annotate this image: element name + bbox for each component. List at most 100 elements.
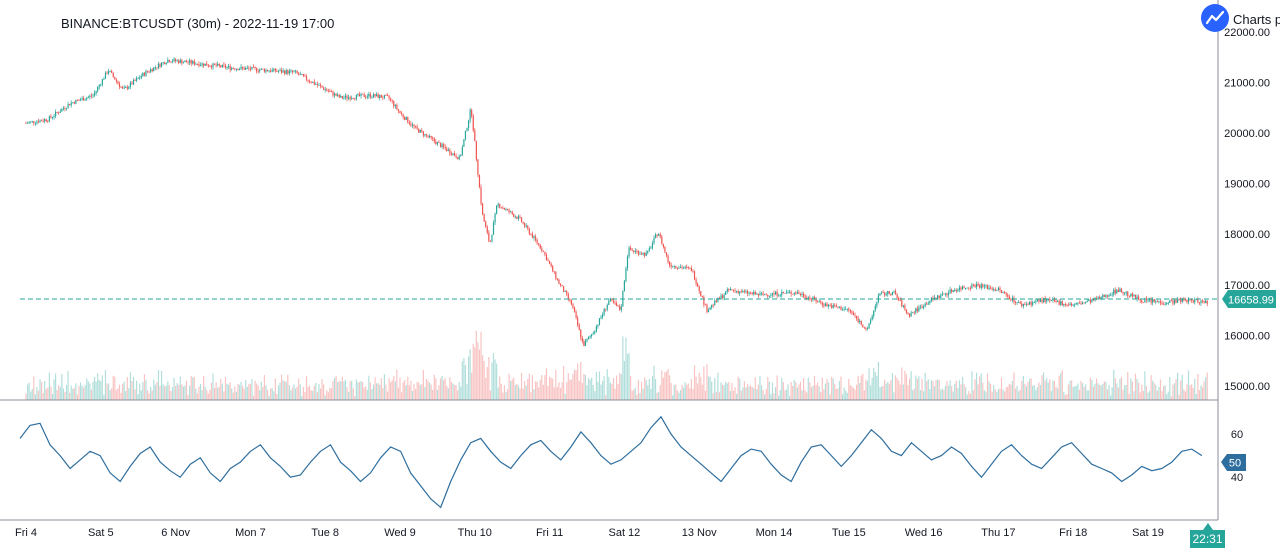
candle-body: [570, 299, 573, 305]
candle-body: [910, 312, 912, 317]
candle-body: [276, 71, 278, 73]
candle-body: [257, 71, 259, 73]
candle-body: [432, 137, 434, 139]
volume-bar: [257, 385, 259, 400]
volume-bar: [1189, 385, 1191, 400]
volume-bar: [715, 392, 717, 400]
candle-body: [809, 297, 811, 299]
candle-body: [329, 91, 331, 93]
volume-bar: [846, 392, 848, 400]
volume-bar: [212, 373, 214, 400]
volume-bar: [393, 376, 395, 400]
volume-bar: [335, 376, 337, 400]
volume-bar: [949, 380, 951, 400]
candle-body: [879, 293, 881, 296]
volume-bar: [678, 392, 680, 400]
volume-bar: [832, 378, 834, 400]
volume-bar: [908, 378, 911, 400]
volume-bar: [302, 386, 304, 400]
volume-bar: [919, 390, 922, 400]
candle-body: [78, 100, 80, 101]
candle-body: [1004, 292, 1006, 293]
candle-body: [40, 120, 43, 122]
candle-body: [344, 95, 347, 98]
candle-body: [971, 284, 973, 289]
candle-body: [517, 216, 520, 219]
candle-body: [486, 226, 488, 233]
volume-bar: [745, 387, 747, 400]
volume-bar: [279, 382, 281, 400]
volume-bar: [1186, 384, 1188, 400]
volume-bar: [45, 389, 47, 400]
candle-body: [309, 80, 311, 82]
candle-body: [709, 307, 711, 310]
candle-body: [1172, 300, 1174, 304]
volume-bar: [79, 382, 82, 400]
trend-line-icon[interactable]: [1201, 4, 1229, 32]
volume-bar: [979, 376, 981, 400]
candle-body: [545, 254, 548, 261]
volume-bar: [658, 391, 660, 400]
volume-bar: [600, 384, 602, 400]
volume-bar: [863, 390, 865, 400]
candle-body: [242, 66, 244, 68]
volume-bar: [472, 343, 474, 400]
candle-body: [25, 123, 27, 124]
candle-body: [774, 291, 777, 295]
price-axis[interactable]: 15000.0016000.0017000.0018000.0019000.00…: [1224, 27, 1270, 393]
volume-bar: [977, 384, 979, 400]
volume-bar: [534, 381, 537, 400]
volume-bar: [354, 396, 356, 400]
candle-body: [122, 87, 124, 89]
candle-body: [1063, 304, 1065, 306]
volume-bar: [1010, 384, 1012, 400]
candle-body: [608, 300, 610, 305]
candle-body: [810, 298, 812, 300]
volume-bar: [639, 392, 641, 400]
candle-body: [196, 63, 199, 65]
volume-bar: [792, 386, 794, 400]
candle-body: [760, 293, 763, 295]
candle-body: [51, 117, 54, 118]
volume-bar: [628, 352, 630, 400]
volume-bar: [1075, 385, 1077, 400]
volume-bar: [143, 374, 146, 400]
candle-body: [527, 225, 529, 229]
candle-body: [882, 292, 884, 294]
volume-bar: [771, 382, 774, 400]
volume-bar: [1201, 387, 1204, 400]
candle-body: [742, 290, 744, 293]
candle-body: [1139, 299, 1141, 301]
volume-bar: [31, 388, 33, 400]
candle-body: [332, 91, 334, 96]
candle-body: [734, 290, 736, 292]
volume-bar: [201, 390, 203, 400]
volume-bar: [737, 376, 739, 400]
candle-body: [62, 108, 64, 110]
candle-body: [262, 68, 264, 70]
candle-body: [173, 58, 175, 62]
candle-body: [1192, 300, 1194, 303]
volume-bar: [965, 387, 967, 400]
candle-body: [860, 320, 862, 325]
volume-bar: [963, 384, 965, 400]
candle-body: [587, 336, 590, 340]
candle-body: [89, 95, 91, 97]
volume-bar: [338, 381, 340, 400]
volume-bar: [664, 372, 666, 400]
candle-body: [293, 71, 295, 73]
candle-body: [1030, 302, 1032, 305]
volume-bar: [176, 383, 178, 400]
candle-body: [756, 293, 758, 295]
volume-bar: [477, 342, 479, 400]
candle-body: [776, 291, 778, 296]
volume-bar: [107, 383, 110, 400]
candle-body: [390, 98, 392, 100]
candle-body: [985, 285, 987, 287]
volume-bar: [1041, 375, 1043, 400]
candle-body: [371, 97, 373, 98]
volume-bar: [1170, 396, 1172, 400]
